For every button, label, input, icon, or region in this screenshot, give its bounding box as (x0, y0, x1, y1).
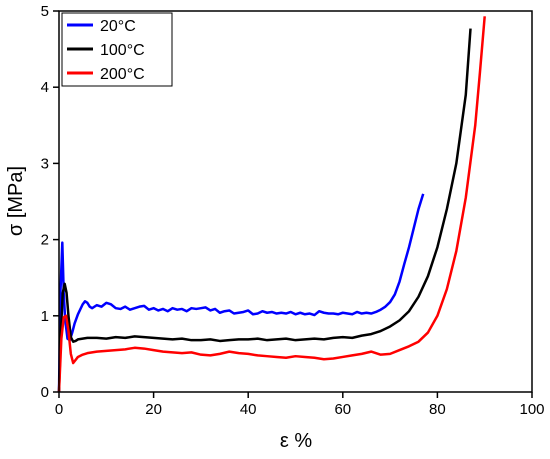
x-tick-label: 0 (55, 401, 63, 418)
y-tick-label: 0 (41, 384, 49, 401)
x-tick-label: 20 (145, 401, 162, 418)
x-tick-label: 80 (429, 401, 446, 418)
series-layer (57, 16, 486, 393)
x-tick-label: 60 (334, 401, 351, 418)
series-line-1 (57, 28, 472, 393)
y-axis-label: σ [MPa] (5, 166, 27, 236)
ticks-layer: 0 20 40 60 80 100 0 1 2 3 4 5 (41, 3, 545, 418)
x-tick-label: 100 (519, 401, 544, 418)
series-line-2 (57, 16, 486, 393)
x-tick-label: 40 (240, 401, 257, 418)
y-tick-label: 1 (41, 308, 49, 325)
legend-label-20c: 20°C (100, 18, 136, 35)
x-axis-label: ε % (280, 430, 312, 452)
series-line-0 (57, 193, 425, 393)
y-tick-label: 3 (41, 155, 49, 172)
y-tick-label: 4 (41, 79, 49, 96)
y-tick-label: 5 (41, 3, 49, 20)
plot-frame (58, 10, 533, 393)
legend-label-100c: 100°C (100, 42, 145, 59)
y-tick-label: 2 (41, 232, 49, 249)
legend-label-200c: 200°C (100, 66, 145, 83)
legend: 20°C 100°C 200°C (61, 12, 173, 87)
